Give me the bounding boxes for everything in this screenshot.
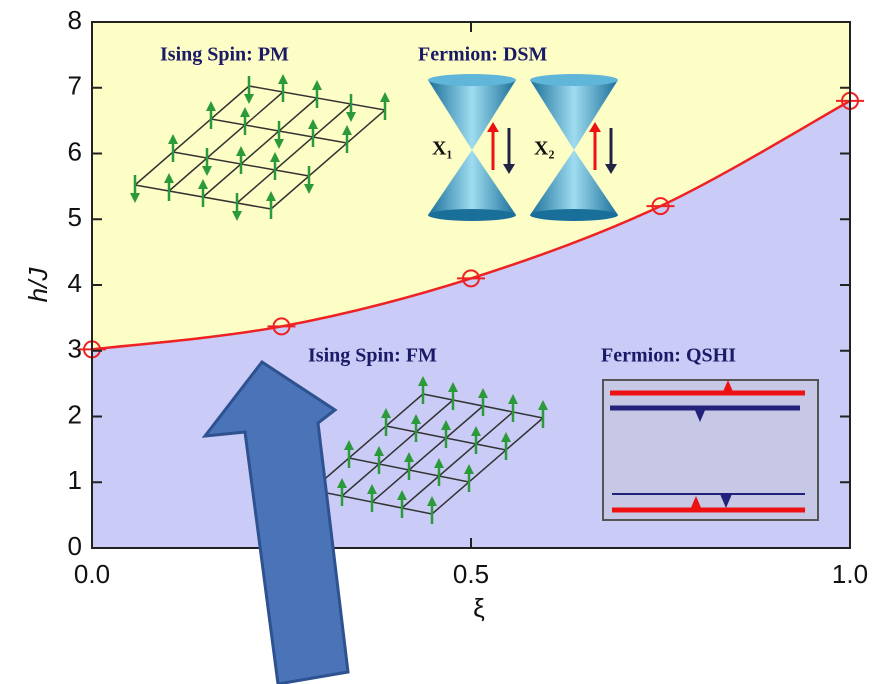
cone — [428, 74, 516, 86]
y-tick-label: 0 — [68, 531, 82, 561]
y-axis-label: h/J — [23, 267, 53, 303]
cone-label: X₂ — [534, 138, 554, 160]
y-tick-label: 4 — [68, 268, 82, 298]
cone — [428, 209, 516, 221]
annotation: Fermion: QSHI — [601, 345, 736, 367]
y-tick-label: 2 — [68, 399, 82, 429]
annotation: Fermion: DSM — [418, 44, 548, 66]
y-tick-label: 6 — [68, 136, 82, 166]
x-tick-label: 1.0 — [832, 559, 868, 589]
annotation: Ising Spin: FM — [308, 345, 437, 367]
cone-label: X₁ — [432, 138, 452, 160]
x-axis-label: ξ — [473, 593, 485, 623]
y-tick-label: 5 — [68, 202, 82, 232]
qshi-inset — [603, 380, 818, 520]
y-tick-label: 3 — [68, 334, 82, 364]
cone — [530, 74, 618, 86]
x-tick-label: 0.0 — [74, 559, 110, 589]
chart: 0 1 2 3 4 5 6 7 8 0.0 0.5 1.0 Ising Spin: PM Fermio… — [0, 0, 876, 684]
y-tick-label: 1 — [68, 465, 82, 495]
inset-box — [603, 380, 818, 520]
annotation: Ising Spin: PM — [160, 44, 289, 66]
y-tick-label: 7 — [68, 71, 82, 101]
x-tick-label: 0.5 — [453, 559, 489, 589]
y-tick-label: 8 — [68, 5, 82, 35]
cone — [530, 209, 618, 221]
